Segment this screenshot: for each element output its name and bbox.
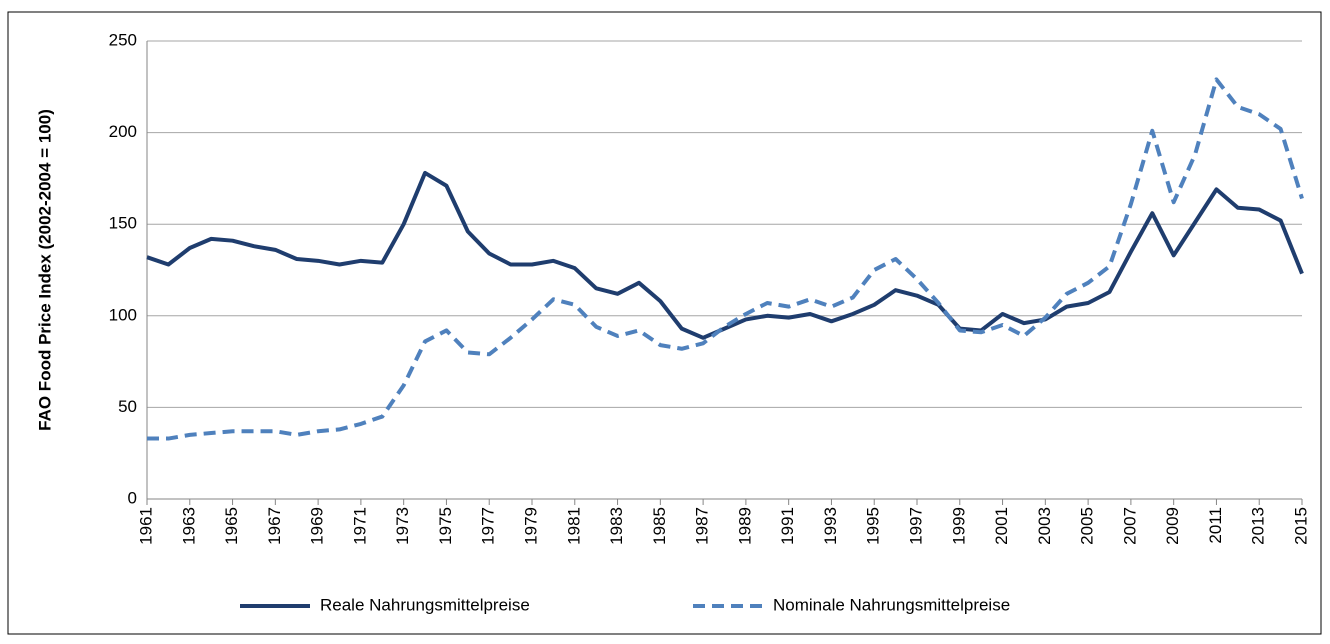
- chart-border: [7, 11, 1322, 635]
- x-tick-label: 1981: [564, 507, 583, 545]
- x-tick-label: 2005: [1078, 507, 1097, 545]
- x-tick-label: 1973: [393, 507, 412, 545]
- x-tick-label: 1965: [222, 507, 241, 545]
- y-tick-label: 50: [118, 397, 137, 416]
- legend-label: Nominale Nahrungsmittelpreise: [773, 595, 1010, 614]
- x-tick-label: 1961: [136, 507, 155, 545]
- y-tick-label: 100: [109, 305, 137, 324]
- x-tick-label: 2011: [1206, 507, 1225, 544]
- y-tick-label: 0: [128, 488, 137, 507]
- y-tick-label: 250: [109, 30, 137, 49]
- y-axis-label: FAO Food Price Index (2002-2004 = 100): [35, 109, 54, 431]
- x-tick-label: 1983: [607, 507, 626, 545]
- x-tick-label: 1985: [650, 507, 669, 545]
- x-tick-label: 1989: [735, 507, 754, 545]
- x-tick-label: 2015: [1291, 507, 1310, 545]
- x-tick-label: 1991: [778, 507, 797, 545]
- x-tick-label: 1995: [864, 507, 883, 545]
- x-tick-label: 1969: [308, 507, 327, 545]
- x-tick-label: 1963: [179, 507, 198, 545]
- x-tick-label: 1997: [906, 507, 925, 545]
- x-tick-label: 2007: [1120, 507, 1139, 545]
- x-tick-label: 2003: [1035, 507, 1054, 545]
- x-tick-label: 1975: [436, 507, 455, 545]
- x-tick-label: 2001: [992, 507, 1011, 545]
- legend-label: Reale Nahrungsmittelpreise: [320, 595, 530, 614]
- x-tick-label: 2013: [1249, 507, 1268, 545]
- x-tick-label: 1967: [265, 507, 284, 545]
- x-tick-label: 1999: [949, 507, 968, 545]
- x-tick-label: 1971: [350, 507, 369, 545]
- series-line: [147, 77, 1304, 441]
- y-tick-label: 200: [109, 122, 137, 141]
- x-tick-label: 1979: [521, 507, 540, 545]
- x-tick-label: 1993: [821, 507, 840, 545]
- y-tick-label: 150: [109, 214, 137, 233]
- series-line: [146, 170, 1304, 340]
- x-tick-label: 2009: [1163, 507, 1182, 545]
- x-tick-label: 1987: [693, 507, 712, 545]
- x-tick-label: 1977: [479, 507, 498, 545]
